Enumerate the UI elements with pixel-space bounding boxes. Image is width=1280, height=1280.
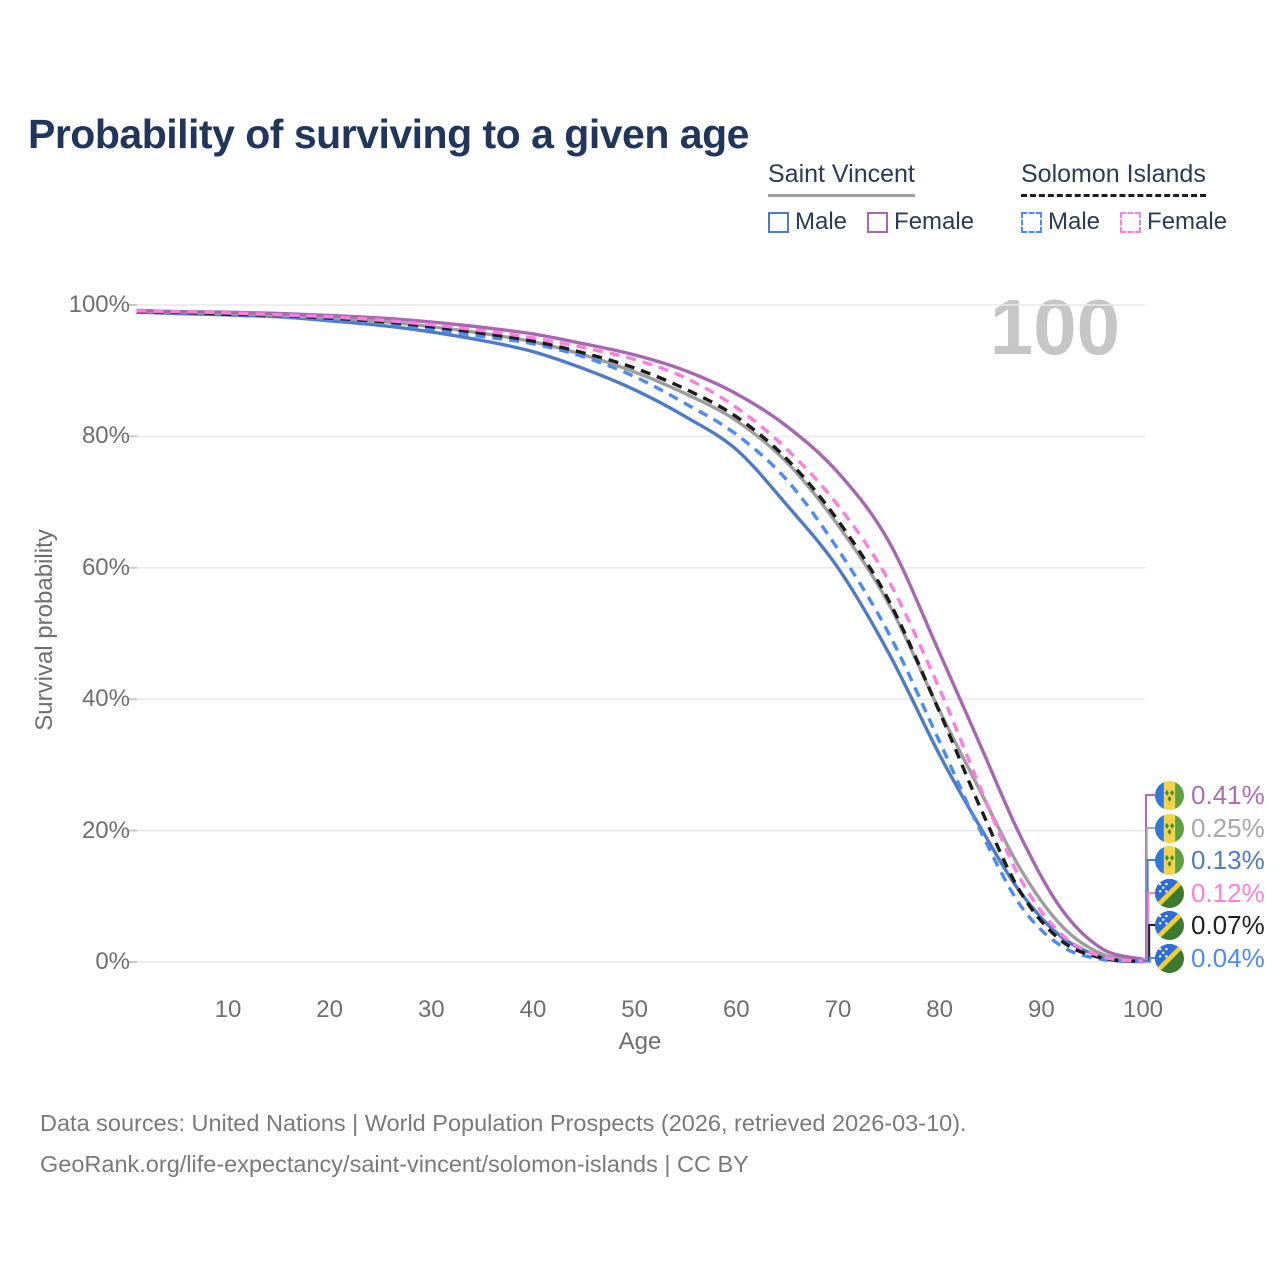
legend-swatch-solomon-islands-male-icon bbox=[1021, 211, 1042, 233]
page-title: Probability of surviving to a given age bbox=[28, 111, 749, 158]
legend-item-saint-vincent-male[interactable]: Male bbox=[768, 208, 847, 236]
y-tick-label: 20% bbox=[81, 816, 130, 844]
y-tick-label: 80% bbox=[81, 422, 130, 450]
legend-swatch-saint-vincent-female-icon bbox=[867, 211, 889, 233]
solomon-islands-flag-icon bbox=[1155, 878, 1184, 908]
series-line-si-male[interactable] bbox=[136, 310, 1144, 964]
x-tick-label: 40 bbox=[519, 996, 547, 1023]
footer-attribution: GeoRank.org/life-expectancy/saint-vincen… bbox=[40, 1151, 749, 1177]
footer: Data sources: United Nations | World Pop… bbox=[40, 1103, 967, 1185]
legend-item-saint-vincent-female[interactable]: Female bbox=[867, 208, 974, 236]
y-tick-label: 100% bbox=[68, 291, 130, 318]
x-tick-label: 20 bbox=[316, 996, 343, 1023]
legend-item-label: Male bbox=[1048, 208, 1101, 235]
series-line-si-total[interactable] bbox=[136, 309, 1144, 964]
end-label-row-si-male: 0.04% bbox=[1155, 942, 1265, 974]
solomon-islands-flag-icon bbox=[1155, 910, 1184, 940]
solomon-islands-flag-icon bbox=[1155, 943, 1184, 973]
legend-items-solomon-islands: Male Female bbox=[1021, 208, 1227, 236]
series-line-sv-total[interactable] bbox=[136, 309, 1144, 963]
end-label-row-sv-total: 0.25% bbox=[1155, 812, 1265, 844]
y-tick-label: 0% bbox=[95, 948, 130, 975]
end-label-value: 0.12% bbox=[1191, 877, 1265, 908]
saint-vincent-flag-icon bbox=[1155, 845, 1184, 875]
y-axis-title: Survival probability bbox=[31, 529, 58, 731]
legend-item-label: Female bbox=[1147, 208, 1228, 235]
y-tick-label: 40% bbox=[81, 685, 130, 713]
end-label-row-sv-male: 0.13% bbox=[1155, 844, 1265, 876]
legend-group-solomon-islands: Solomon Islands Male Female bbox=[1021, 160, 1227, 236]
legend-item-label: Male bbox=[795, 208, 848, 235]
series-line-sv-female[interactable] bbox=[136, 308, 1144, 961]
age-100-watermark: 100 bbox=[989, 283, 1120, 371]
legend-item-label: Female bbox=[894, 208, 975, 235]
end-label-value: 0.13% bbox=[1191, 844, 1265, 875]
legend-swatch-solomon-islands-female-icon bbox=[1120, 211, 1142, 233]
end-label-value: 0.41% bbox=[1191, 779, 1265, 810]
end-label-connector bbox=[1143, 924, 1155, 963]
footer-data-sources: Data sources: United Nations | World Pop… bbox=[40, 1110, 967, 1136]
series-line-sv-male[interactable] bbox=[136, 310, 1144, 963]
x-tick-label: 80 bbox=[926, 996, 953, 1023]
saint-vincent-flag-icon bbox=[1155, 813, 1184, 843]
series-line-si-female[interactable] bbox=[136, 309, 1144, 963]
x-tick-label: 90 bbox=[1027, 996, 1055, 1023]
legend-group-saint-vincent: Saint Vincent Male Female bbox=[768, 160, 974, 236]
legend-group-title-solomon-islands: Solomon Islands bbox=[1021, 160, 1206, 197]
legend-item-solomon-islands-female[interactable]: Female bbox=[1120, 208, 1227, 236]
legend-items-saint-vincent: Male Female bbox=[768, 208, 974, 236]
legend-group-title-saint-vincent: Saint Vincent bbox=[768, 160, 915, 197]
end-label-value: 0.25% bbox=[1191, 812, 1265, 843]
x-tick-label: 50 bbox=[621, 996, 648, 1023]
x-tick-label: 70 bbox=[824, 996, 852, 1023]
y-tick-label: 60% bbox=[81, 553, 130, 581]
x-tick-label: 30 bbox=[417, 996, 445, 1023]
x-tick-label: 100 bbox=[1122, 996, 1164, 1023]
end-label-value: 0.07% bbox=[1191, 909, 1265, 940]
end-label-value: 0.04% bbox=[1191, 942, 1265, 973]
end-label-connector bbox=[1143, 957, 1155, 963]
legend-swatch-saint-vincent-male-icon bbox=[768, 211, 789, 233]
legend-item-solomon-islands-male[interactable]: Male bbox=[1021, 208, 1100, 236]
end-label-row-si-total: 0.07% bbox=[1155, 909, 1265, 941]
end-label-row-sv-female: 0.41% bbox=[1155, 779, 1265, 811]
saint-vincent-flag-icon bbox=[1155, 780, 1184, 810]
x-axis-title: Age bbox=[618, 1028, 662, 1055]
x-tick-label: 10 bbox=[214, 996, 242, 1023]
end-label-row-si-female: 0.12% bbox=[1155, 877, 1265, 909]
x-tick-label: 60 bbox=[722, 996, 750, 1023]
